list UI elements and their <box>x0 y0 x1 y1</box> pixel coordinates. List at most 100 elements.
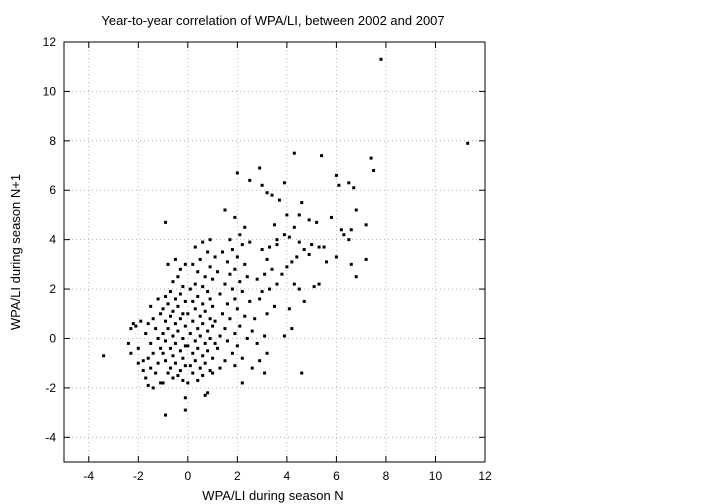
data-point <box>307 252 311 256</box>
data-point <box>270 267 274 271</box>
data-point <box>265 191 269 195</box>
data-point <box>198 257 202 261</box>
data-point <box>302 299 306 303</box>
data-point <box>317 282 321 286</box>
data-point <box>171 280 175 284</box>
data-point <box>186 312 190 316</box>
data-point <box>168 346 172 350</box>
data-point <box>218 334 222 338</box>
data-point <box>230 287 234 291</box>
data-point <box>220 250 224 254</box>
data-point <box>235 171 239 175</box>
data-point <box>166 262 170 266</box>
data-point <box>159 381 163 385</box>
data-point <box>225 302 229 306</box>
data-point <box>156 297 160 301</box>
data-point <box>334 255 338 259</box>
data-point <box>191 262 195 266</box>
data-point <box>193 282 197 286</box>
data-point <box>201 302 205 306</box>
data-point <box>230 351 234 355</box>
data-point <box>233 297 237 301</box>
data-point <box>238 324 242 328</box>
data-point <box>258 359 262 363</box>
data-point <box>255 341 259 345</box>
data-point <box>196 327 200 331</box>
data-point <box>342 233 346 237</box>
data-point <box>240 243 244 247</box>
data-point <box>134 324 138 328</box>
y-axis-label: WPA/LI during season N+1 <box>8 174 23 330</box>
data-point <box>149 304 153 308</box>
data-point <box>347 181 351 185</box>
data-point <box>171 309 175 313</box>
data-point <box>136 361 140 365</box>
x-tick-label: 0 <box>184 469 191 483</box>
data-point <box>178 292 182 296</box>
data-point <box>297 213 301 217</box>
data-point <box>322 245 326 249</box>
data-point <box>183 396 187 400</box>
data-point <box>315 220 319 224</box>
data-point <box>171 354 175 358</box>
data-point <box>178 317 182 321</box>
data-point <box>164 359 168 363</box>
data-point <box>211 304 215 308</box>
data-point <box>168 366 172 370</box>
data-point <box>208 369 212 373</box>
data-point <box>161 381 165 385</box>
data-point <box>206 250 210 254</box>
data-point <box>349 262 353 266</box>
data-point <box>290 260 294 264</box>
data-point <box>191 371 195 375</box>
data-point <box>233 332 237 336</box>
axis-ticks <box>64 41 486 462</box>
data-point <box>238 233 242 237</box>
data-point <box>285 265 289 269</box>
data-point <box>208 238 212 242</box>
data-point <box>161 351 165 355</box>
data-point <box>183 344 187 348</box>
data-point <box>186 381 190 385</box>
data-point <box>295 255 299 259</box>
data-point <box>235 255 239 259</box>
data-point <box>171 376 175 380</box>
data-point <box>208 336 212 340</box>
data-point <box>188 364 192 368</box>
data-point <box>151 351 155 355</box>
data-point <box>228 272 232 276</box>
data-point <box>364 223 368 227</box>
data-point <box>248 240 252 244</box>
data-point <box>277 198 281 202</box>
data-point <box>206 349 210 353</box>
data-point <box>352 186 356 190</box>
data-point <box>265 257 269 261</box>
x-tick-label: 10 <box>429 469 443 483</box>
data-point <box>193 359 197 363</box>
data-point <box>285 213 289 217</box>
data-point <box>183 262 187 266</box>
data-point <box>208 317 212 321</box>
data-point <box>290 327 294 331</box>
data-point <box>339 228 343 232</box>
data-point <box>203 361 207 365</box>
data-point <box>146 383 150 387</box>
data-point <box>300 201 304 205</box>
data-point <box>144 376 148 380</box>
data-point <box>173 341 177 345</box>
data-point <box>243 262 247 266</box>
data-point <box>228 317 232 321</box>
data-point <box>161 307 165 311</box>
data-point <box>173 257 177 261</box>
data-point <box>141 369 145 373</box>
data-point <box>173 322 177 326</box>
data-point <box>144 332 148 336</box>
data-point <box>213 255 217 259</box>
data-point <box>166 371 170 375</box>
data-point <box>198 314 202 318</box>
data-point <box>297 287 301 291</box>
data-point <box>265 351 269 355</box>
data-point <box>149 341 153 345</box>
data-point <box>213 319 217 323</box>
data-point <box>240 381 244 385</box>
